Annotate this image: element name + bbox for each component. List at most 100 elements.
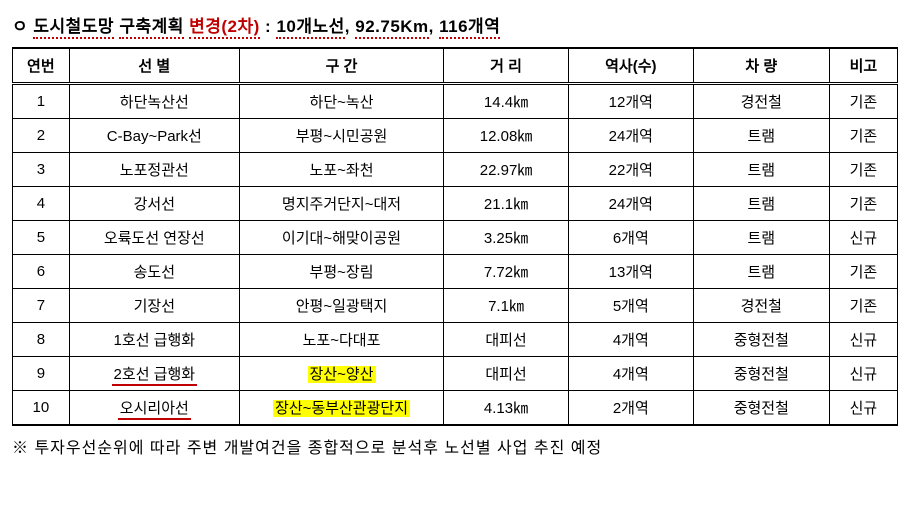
cell-line: 오륙도선 연장선 (69, 221, 239, 255)
cell-note: 신규 (829, 391, 897, 426)
title-bullet: ㅇ (12, 17, 28, 36)
table-row: 81호선 급행화노포~다대포대피선4개역중형전철신규 (13, 323, 898, 357)
cell-no: 9 (13, 357, 70, 391)
cell-stations: 4개역 (568, 323, 693, 357)
cell-vehicle: 경전철 (693, 289, 829, 323)
cell-section: 부평~시민공원 (239, 119, 443, 153)
cell-vehicle: 트램 (693, 153, 829, 187)
cell-section: 장산~동부산관광단지 (239, 391, 443, 426)
cell-line: 하단녹산선 (69, 84, 239, 119)
cell-stations: 2개역 (568, 391, 693, 426)
col-header-line: 선 별 (69, 48, 239, 84)
title-line: ㅇ 도시철도망 구축계획 변경(2차) : 10개노선, 92.75Km, 11… (12, 12, 898, 37)
cell-no: 6 (13, 255, 70, 289)
cell-note: 기존 (829, 255, 897, 289)
title-change-label: 변경(2차) (189, 17, 260, 39)
cell-section: 이기대~해맞이공원 (239, 221, 443, 255)
cell-distance: 14.4㎞ (444, 84, 569, 119)
cell-stations: 24개역 (568, 119, 693, 153)
cell-line: 노포정관선 (69, 153, 239, 187)
table-row: 2C-Bay~Park선부평~시민공원12.08㎞24개역트램기존 (13, 119, 898, 153)
cell-note: 신규 (829, 221, 897, 255)
col-header-section: 구 간 (239, 48, 443, 84)
title-colon: : (265, 17, 276, 36)
cell-section: 장산~양산 (239, 357, 443, 391)
cell-vehicle: 경전철 (693, 84, 829, 119)
cell-line: 2호선 급행화 (69, 357, 239, 391)
cell-distance: 4.13㎞ (444, 391, 569, 426)
cell-line: 강서선 (69, 187, 239, 221)
cell-line: C-Bay~Park선 (69, 119, 239, 153)
cell-vehicle: 트램 (693, 255, 829, 289)
footnote: ※ 투자우선순위에 따라 주변 개발여건을 종합적으로 분석후 노선별 사업 추… (12, 434, 898, 458)
cell-section: 부평~장림 (239, 255, 443, 289)
col-header-distance: 거 리 (444, 48, 569, 84)
cell-no: 3 (13, 153, 70, 187)
table-row: 10 오시리아선 장산~동부산관광단지 4.13㎞2개역중형전철신규 (13, 391, 898, 426)
cell-no: 7 (13, 289, 70, 323)
section-highlight: 장산~양산 (308, 366, 376, 383)
col-header-no: 연번 (13, 48, 70, 84)
line-name-marked: 2호선 급행화 (112, 366, 198, 386)
table-row: 4강서선명지주거단지~대저21.1㎞24개역트램기존 (13, 187, 898, 221)
col-header-note: 비고 (829, 48, 897, 84)
cell-distance: 7.72㎞ (444, 255, 569, 289)
cell-section: 하단~녹산 (239, 84, 443, 119)
table-header-row: 연번 선 별 구 간 거 리 역사(수) 차 량 비고 (13, 48, 898, 84)
table-row: 5오륙도선 연장선이기대~해맞이공원3.25㎞6개역트램신규 (13, 221, 898, 255)
cell-note: 기존 (829, 119, 897, 153)
cell-section: 명지주거단지~대저 (239, 187, 443, 221)
rail-plan-table: 연번 선 별 구 간 거 리 역사(수) 차 량 비고 1하단녹산선하단~녹산1… (12, 47, 898, 426)
cell-vehicle: 중형전철 (693, 391, 829, 426)
cell-distance: 21.1㎞ (444, 187, 569, 221)
cell-stations: 13개역 (568, 255, 693, 289)
title-total-km: 92.75Km (355, 17, 428, 39)
cell-stations: 24개역 (568, 187, 693, 221)
table-row: 7기장선안평~일광택지7.1㎞5개역경전철기존 (13, 289, 898, 323)
cell-vehicle: 중형전철 (693, 323, 829, 357)
cell-stations: 5개역 (568, 289, 693, 323)
cell-note: 신규 (829, 357, 897, 391)
cell-distance: 대피선 (444, 323, 569, 357)
col-header-stations: 역사(수) (568, 48, 693, 84)
cell-note: 기존 (829, 84, 897, 119)
cell-vehicle: 트램 (693, 119, 829, 153)
cell-note: 기존 (829, 187, 897, 221)
cell-vehicle: 트램 (693, 221, 829, 255)
cell-stations: 22개역 (568, 153, 693, 187)
title-total-stations: 116개역 (439, 17, 500, 39)
cell-no: 8 (13, 323, 70, 357)
cell-vehicle: 중형전철 (693, 357, 829, 391)
cell-line: 송도선 (69, 255, 239, 289)
cell-section: 안평~일광택지 (239, 289, 443, 323)
cell-no: 4 (13, 187, 70, 221)
cell-no: 2 (13, 119, 70, 153)
cell-distance: 22.97㎞ (444, 153, 569, 187)
title-plan-b: 구축계획 (119, 17, 184, 39)
cell-line: 기장선 (69, 289, 239, 323)
cell-note: 기존 (829, 153, 897, 187)
cell-section: 노포~좌천 (239, 153, 443, 187)
col-header-vehicle: 차 량 (693, 48, 829, 84)
table-row: 1하단녹산선하단~녹산14.4㎞12개역경전철기존 (13, 84, 898, 119)
cell-vehicle: 트램 (693, 187, 829, 221)
cell-note: 기존 (829, 289, 897, 323)
title-plan-a: 도시철도망 (33, 17, 114, 39)
cell-stations: 6개역 (568, 221, 693, 255)
section-highlight: 장산~동부산관광단지 (273, 400, 410, 417)
cell-distance: 3.25㎞ (444, 221, 569, 255)
table-row: 6송도선부평~장림7.72㎞13개역트램기존 (13, 255, 898, 289)
cell-distance: 7.1㎞ (444, 289, 569, 323)
table-row: 92호선 급행화장산~양산대피선4개역중형전철신규 (13, 357, 898, 391)
cell-no: 1 (13, 84, 70, 119)
cell-no: 10 (13, 391, 70, 426)
cell-note: 신규 (829, 323, 897, 357)
cell-stations: 4개역 (568, 357, 693, 391)
cell-no: 5 (13, 221, 70, 255)
table-row: 3노포정관선노포~좌천22.97㎞22개역트램기존 (13, 153, 898, 187)
cell-section: 노포~다대포 (239, 323, 443, 357)
cell-line: 1호선 급행화 (69, 323, 239, 357)
title-lines-count: 10개노선 (276, 17, 344, 39)
cell-line: 오시리아선 (69, 391, 239, 426)
line-name-marked: 오시리아선 (118, 400, 191, 420)
